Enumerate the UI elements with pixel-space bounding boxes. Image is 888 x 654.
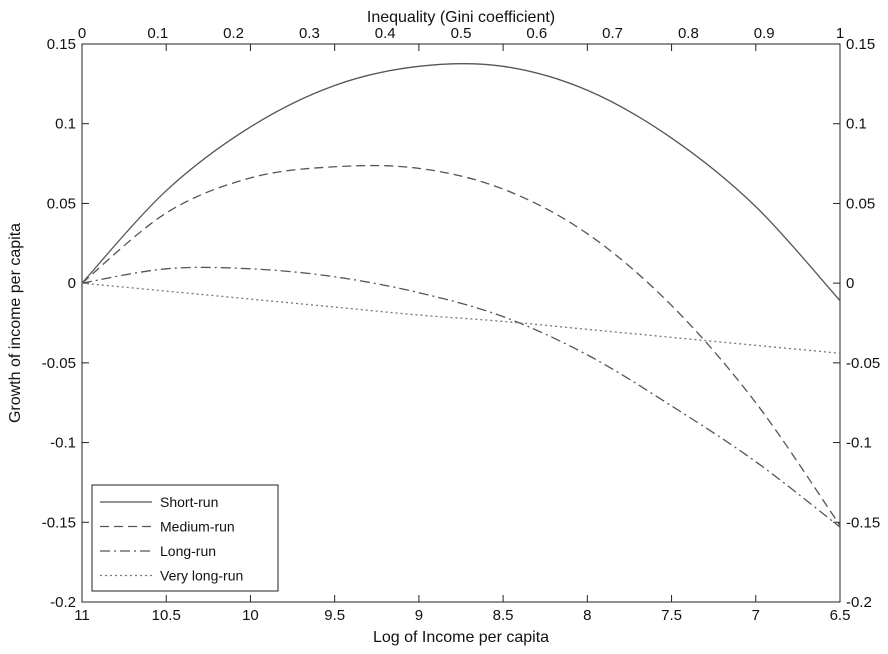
legend-box [91, 484, 279, 592]
x-tick-label: 10 [242, 607, 259, 624]
y-tick-label: 0.05 [47, 195, 76, 212]
y-tick-label-right: -0.15 [846, 514, 880, 531]
y-tick-label: -0.1 [50, 435, 76, 452]
y-tick-label-right: 0.05 [846, 195, 875, 212]
legend-label: Medium-run [160, 519, 235, 535]
x2-tick-label: 1 [836, 25, 844, 42]
x-tick-labels: 11 10.5 10 9.5 9 8.5 8 7.5 7 6.5 [74, 607, 850, 624]
y-tick-label: 0.1 [55, 116, 76, 133]
x-tick-label: 6.5 [830, 607, 851, 624]
tick-marks [81, 43, 841, 603]
y-tick-label-right: 0 [846, 275, 854, 292]
series-line-medium-run [81, 164, 841, 526]
x2-tick-label: 0.3 [299, 25, 320, 42]
y-tick-label-right: -0.1 [846, 435, 872, 452]
y-tick-labels: 0.15 0.15 0.1 0.1 0.05 0.05 0 0 -0.05 -0.05 -0.1 -0… [42, 36, 880, 611]
x2-tick-label: 0.8 [678, 25, 699, 42]
x2-tick-label: 0.5 [451, 25, 472, 42]
x-tick-label: 8 [583, 607, 591, 624]
x2-tick-label: 0.9 [754, 25, 775, 42]
y-tick-label: -0.15 [42, 514, 76, 531]
x2-tick-label: 0.1 [147, 25, 168, 42]
x-tick-label: 9 [415, 607, 423, 624]
legend-label: Long-run [160, 543, 216, 559]
series-lines [81, 62, 841, 528]
y-tick-label: 0 [68, 275, 76, 292]
y-tick-label: -0.05 [42, 355, 76, 372]
y-tick-label-right: 0.15 [846, 36, 875, 53]
y-tick-label: 0.15 [47, 36, 76, 53]
legend-label: Very long-run [160, 568, 243, 584]
y-tick-label-right: -0.05 [846, 355, 880, 372]
y-tick-label-right: 0.1 [846, 116, 867, 133]
plot-frame [81, 43, 841, 603]
x2-tick-label: 0.4 [375, 25, 396, 42]
x2-tick-label: 0.7 [602, 25, 623, 42]
y-axis-title: Growth of income per capita [7, 223, 24, 423]
legend: Short-run Medium-run Long-run Very long-run [91, 484, 279, 592]
x-tick-label: 10.5 [152, 607, 181, 624]
x-tick-label: 7.5 [661, 607, 682, 624]
y-tick-label-right: -0.2 [846, 594, 872, 611]
x2-tick-label: 0.6 [526, 25, 547, 42]
series-line-short-run [81, 62, 841, 302]
y-tick-label: -0.2 [50, 594, 76, 611]
x2-tick-label: 0 [78, 25, 86, 42]
x2-tick-labels: 0 0.1 0.2 0.3 0.4 0.5 0.6 0.7 0.8 0.9 1 [78, 25, 844, 42]
series-line-very-long-run [81, 282, 841, 354]
x-tick-label: 8.5 [493, 607, 514, 624]
x-tick-label: 7 [752, 607, 760, 624]
x-axis-title: Log of Income per capita [373, 629, 549, 646]
legend-label: Short-run [160, 494, 218, 510]
x-tick-label: 9.5 [324, 607, 345, 624]
x-tick-label: 11 [74, 607, 90, 624]
x2-tick-label: 0.2 [223, 25, 244, 42]
x2-axis-title: Inequality (Gini coefficient) [367, 9, 555, 26]
